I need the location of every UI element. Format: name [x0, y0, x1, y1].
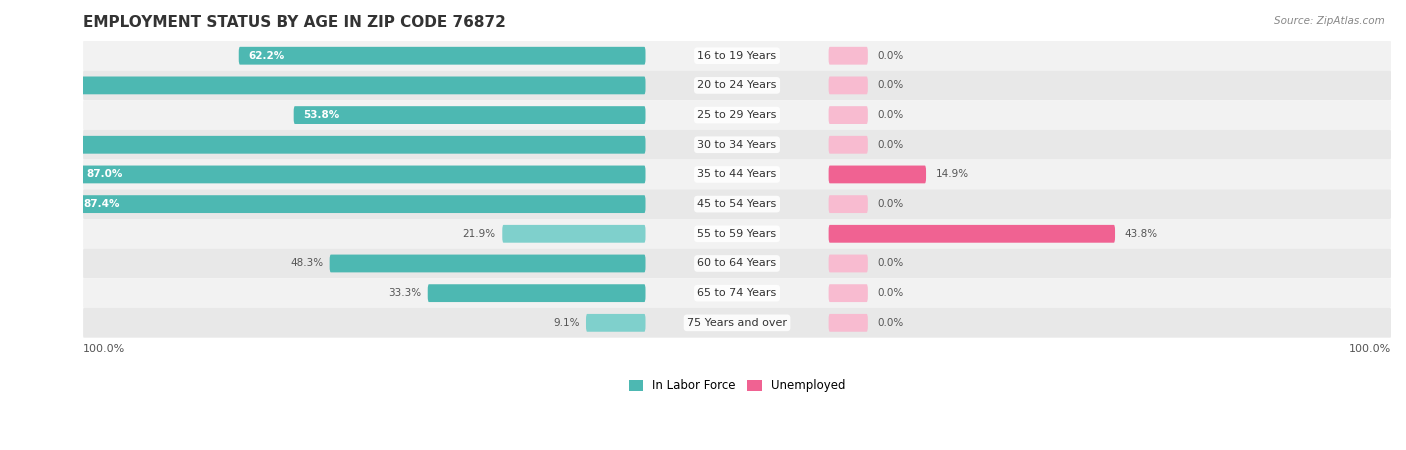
- Text: 100.0%: 100.0%: [1, 81, 45, 90]
- FancyBboxPatch shape: [83, 249, 1391, 278]
- Text: Source: ZipAtlas.com: Source: ZipAtlas.com: [1274, 16, 1385, 26]
- FancyBboxPatch shape: [83, 308, 1391, 338]
- FancyBboxPatch shape: [586, 314, 645, 332]
- Text: 48.3%: 48.3%: [290, 258, 323, 269]
- Text: 0.0%: 0.0%: [877, 318, 904, 328]
- Text: 100.0%: 100.0%: [1348, 344, 1391, 354]
- Text: 20 to 24 Years: 20 to 24 Years: [697, 81, 776, 90]
- Text: 9.1%: 9.1%: [553, 318, 579, 328]
- FancyBboxPatch shape: [83, 189, 1391, 219]
- FancyBboxPatch shape: [828, 166, 927, 183]
- FancyBboxPatch shape: [83, 219, 1391, 249]
- Text: 0.0%: 0.0%: [877, 81, 904, 90]
- Text: 45 to 54 Years: 45 to 54 Years: [697, 199, 776, 209]
- FancyBboxPatch shape: [0, 76, 645, 94]
- FancyBboxPatch shape: [828, 255, 868, 272]
- Text: 0.0%: 0.0%: [877, 140, 904, 150]
- Text: 87.0%: 87.0%: [86, 170, 122, 180]
- Text: 65 to 74 Years: 65 to 74 Years: [697, 288, 776, 298]
- Text: 75 Years and over: 75 Years and over: [688, 318, 787, 328]
- Text: 55 to 59 Years: 55 to 59 Years: [697, 229, 776, 239]
- Text: 43.8%: 43.8%: [1125, 229, 1159, 239]
- FancyBboxPatch shape: [83, 41, 1391, 71]
- FancyBboxPatch shape: [83, 100, 1391, 130]
- Text: EMPLOYMENT STATUS BY AGE IN ZIP CODE 76872: EMPLOYMENT STATUS BY AGE IN ZIP CODE 768…: [83, 15, 506, 30]
- Text: 53.8%: 53.8%: [304, 110, 340, 120]
- Text: 21.9%: 21.9%: [463, 229, 496, 239]
- Text: 35 to 44 Years: 35 to 44 Years: [697, 170, 776, 180]
- FancyBboxPatch shape: [828, 225, 1115, 243]
- Text: 16 to 19 Years: 16 to 19 Years: [697, 51, 776, 61]
- FancyBboxPatch shape: [329, 255, 645, 272]
- FancyBboxPatch shape: [828, 47, 868, 65]
- FancyBboxPatch shape: [294, 106, 645, 124]
- FancyBboxPatch shape: [828, 76, 868, 94]
- Text: 14.9%: 14.9%: [936, 170, 969, 180]
- FancyBboxPatch shape: [239, 47, 645, 65]
- FancyBboxPatch shape: [828, 106, 868, 124]
- FancyBboxPatch shape: [828, 136, 868, 153]
- FancyBboxPatch shape: [83, 130, 1391, 160]
- Text: 0.0%: 0.0%: [877, 51, 904, 61]
- FancyBboxPatch shape: [0, 136, 645, 153]
- Text: 0.0%: 0.0%: [877, 288, 904, 298]
- Text: 100.0%: 100.0%: [1, 140, 45, 150]
- FancyBboxPatch shape: [75, 195, 645, 213]
- FancyBboxPatch shape: [828, 284, 868, 302]
- Text: 62.2%: 62.2%: [249, 51, 285, 61]
- Text: 0.0%: 0.0%: [877, 258, 904, 269]
- Text: 0.0%: 0.0%: [877, 199, 904, 209]
- Text: 100.0%: 100.0%: [83, 344, 125, 354]
- Text: 30 to 34 Years: 30 to 34 Years: [697, 140, 776, 150]
- Text: 25 to 29 Years: 25 to 29 Years: [697, 110, 776, 120]
- Text: 0.0%: 0.0%: [877, 110, 904, 120]
- Legend: In Labor Force, Unemployed: In Labor Force, Unemployed: [624, 374, 851, 397]
- FancyBboxPatch shape: [83, 278, 1391, 308]
- Text: 33.3%: 33.3%: [388, 288, 422, 298]
- FancyBboxPatch shape: [828, 195, 868, 213]
- Text: 87.4%: 87.4%: [84, 199, 121, 209]
- FancyBboxPatch shape: [76, 166, 645, 183]
- FancyBboxPatch shape: [828, 314, 868, 332]
- Text: 60 to 64 Years: 60 to 64 Years: [697, 258, 776, 269]
- FancyBboxPatch shape: [83, 71, 1391, 100]
- FancyBboxPatch shape: [427, 284, 645, 302]
- FancyBboxPatch shape: [83, 160, 1391, 189]
- FancyBboxPatch shape: [502, 225, 645, 243]
